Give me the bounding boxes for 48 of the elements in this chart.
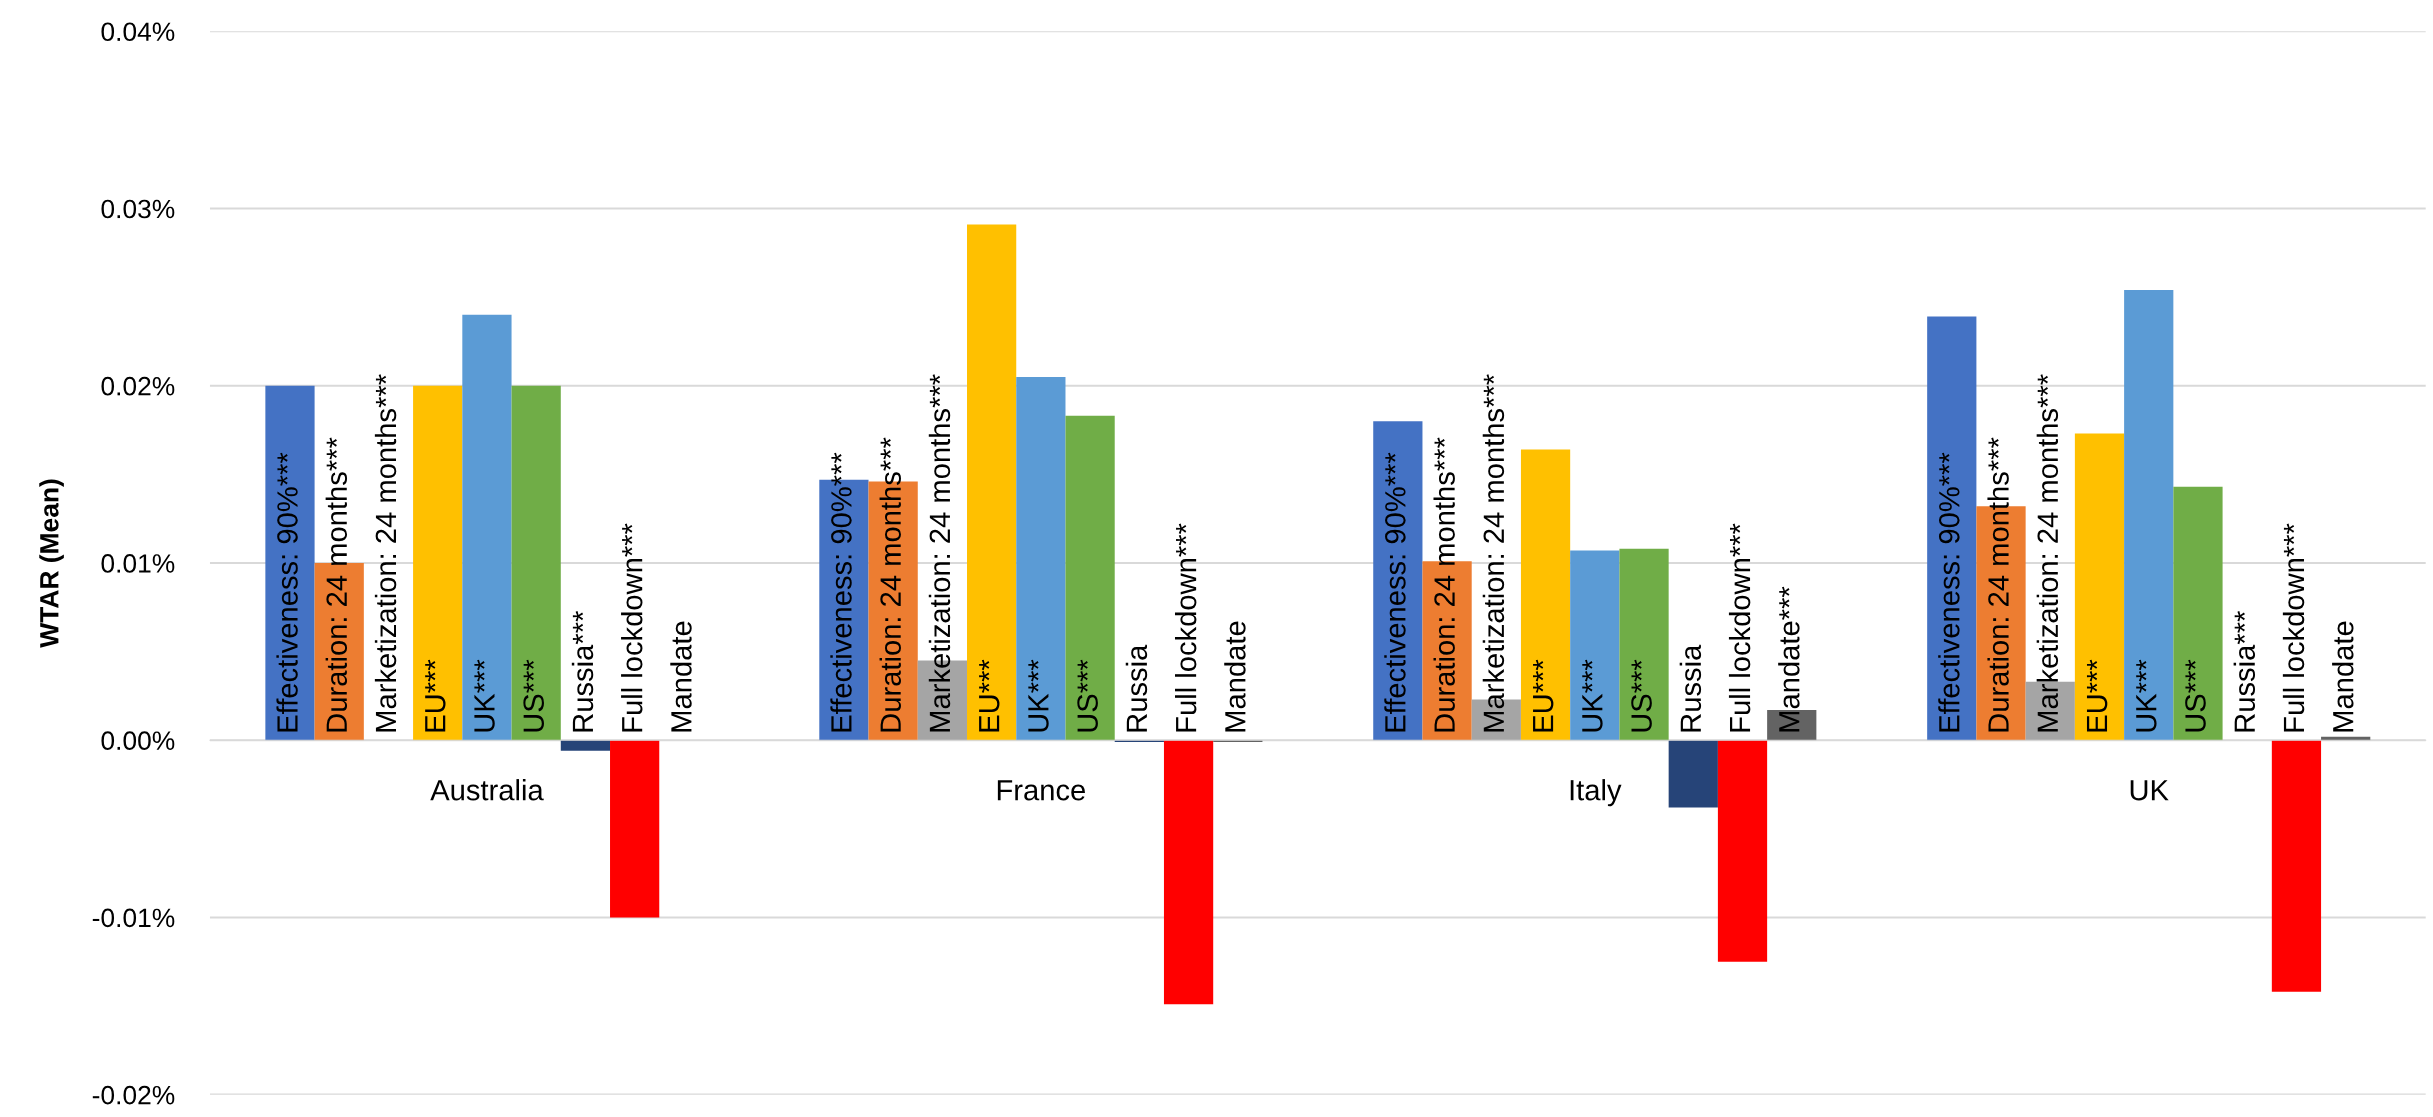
y-tick-label: -0.01% (92, 908, 175, 928)
annotation: Marketization: 24 months*** (928, 374, 951, 732)
annotation: Full lockdown*** (621, 523, 643, 732)
annotation: Duration: 24 months*** (1433, 437, 1455, 732)
x-tick-label: Australia (430, 779, 544, 801)
annotation: Marketization: 24 months*** (374, 374, 397, 732)
annotation: Russia (1125, 644, 1148, 732)
annotation: EU*** (979, 659, 1000, 732)
annotation: Russia*** (571, 611, 594, 732)
y-tick-label: 0.03% (101, 199, 175, 219)
annotation: Full lockdown*** (2282, 523, 2305, 732)
annotation: Duration: 24 months*** (879, 437, 901, 732)
annotation: Mandate (670, 621, 692, 732)
annotation: US*** (2185, 659, 2206, 732)
annotation: Effectiveness: 90%*** (1938, 452, 1960, 732)
annotation: EU*** (1533, 659, 1554, 732)
x-tick-label: UK (2130, 780, 2169, 801)
annotation: Duration: 24 months*** (1987, 437, 2009, 732)
annotation: EU*** (2086, 659, 2108, 732)
y-tick-label: 0.00% (101, 731, 175, 751)
annotation: US*** (1631, 659, 1652, 732)
annotation: UK*** (1028, 659, 1049, 732)
annotation: Effectiveness: 90%*** (1384, 452, 1406, 732)
annotation: Full lockdown*** (1174, 523, 1197, 732)
annotation: UK*** (2136, 659, 2157, 732)
annotation: UK*** (1582, 659, 1603, 732)
y-tick-label: 0.02% (101, 376, 175, 396)
annotation: UK*** (474, 659, 495, 732)
annotation: Full lockdown*** (1728, 523, 1751, 732)
y-tick-label: -0.02% (92, 1085, 175, 1105)
annotation: Duration: 24 months*** (325, 437, 348, 732)
y-axis-title: WTAR (Mean) (39, 479, 64, 648)
annotation: EU*** (425, 659, 446, 732)
annotation: Mandate (1224, 621, 1246, 732)
annotation: Marketization: 24 months*** (1482, 374, 1505, 732)
annotation: Mandate (2332, 621, 2354, 732)
x-tick-label: France (997, 780, 1085, 801)
annotation: Mandate*** (1778, 586, 1800, 732)
annotation: Marketization: 24 months*** (2036, 374, 2059, 732)
annotation: Russia*** (2233, 611, 2256, 732)
annotation: Effectiveness: 90%*** (830, 452, 852, 732)
annotation: US*** (1077, 659, 1098, 732)
annotation: US*** (523, 659, 544, 732)
annotation: Effectiveness: 90%*** (276, 452, 298, 732)
y-tick-label: 0.04% (101, 22, 175, 42)
y-tick-label: 0.01% (101, 554, 175, 573)
x-tick-label: Italy (1570, 779, 1622, 807)
annotation: Russia (1679, 644, 1702, 732)
